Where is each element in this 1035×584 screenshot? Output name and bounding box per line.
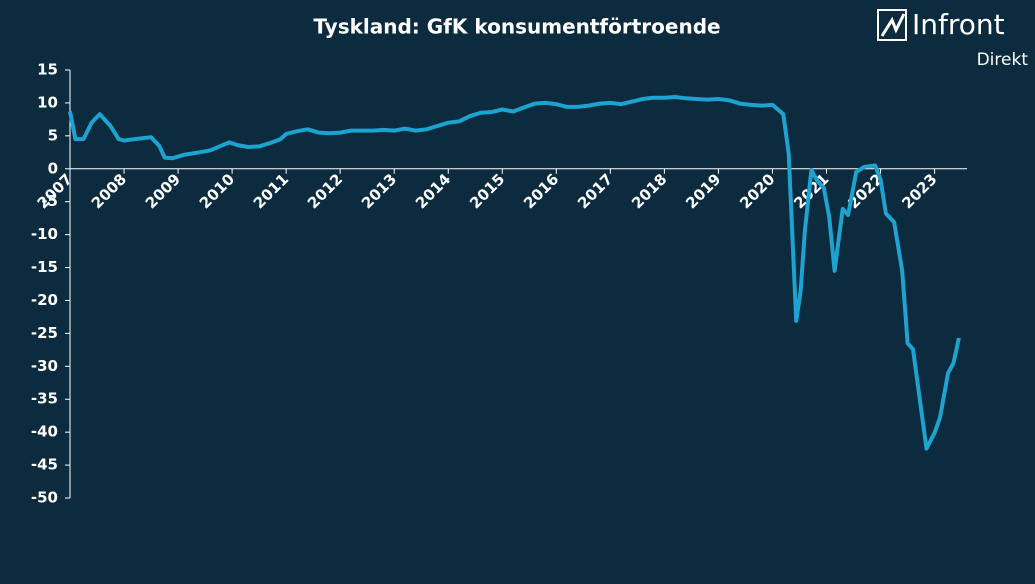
y-tick-label: -25: [31, 324, 58, 342]
y-tick-label: -45: [31, 456, 58, 474]
y-tick-label: -5: [41, 192, 58, 210]
y-tick-label: -35: [31, 390, 58, 408]
logo-sub: Direkt: [977, 50, 1029, 70]
chart-title: Tyskland: GfK konsumentförtroende: [313, 15, 720, 39]
logo-name: Infront: [912, 8, 1005, 41]
y-tick-label: -20: [31, 291, 58, 309]
logo: Infront Direkt: [877, 8, 1029, 70]
y-tick-label: -50: [31, 489, 58, 507]
y-tick-label: 0: [48, 159, 58, 177]
logo-mark: [880, 13, 906, 37]
logo-icon: [877, 9, 907, 41]
y-tick-label: -30: [31, 357, 58, 375]
y-tick-label: 10: [37, 93, 58, 111]
y-tick-label: -10: [31, 225, 58, 243]
line-series: [68, 95, 961, 451]
y-tick-label: -40: [31, 423, 58, 441]
y-tick-label: 15: [37, 61, 58, 79]
y-tick-label: 5: [48, 126, 58, 144]
y-tick-label: -15: [31, 258, 58, 276]
